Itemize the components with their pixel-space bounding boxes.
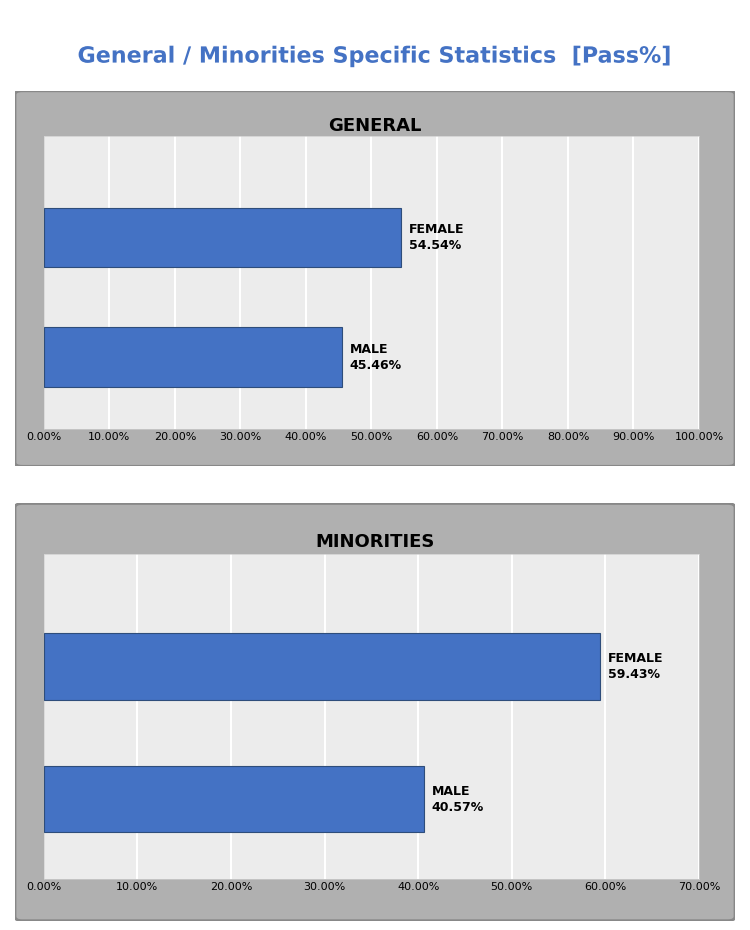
FancyBboxPatch shape: [15, 503, 735, 921]
Text: GENERAL: GENERAL: [328, 117, 422, 135]
Text: MINORITIES: MINORITIES: [315, 533, 435, 551]
FancyBboxPatch shape: [15, 91, 735, 466]
Text: General / Minorities Specific Statistics  [Pass%]: General / Minorities Specific Statistics…: [77, 46, 673, 67]
